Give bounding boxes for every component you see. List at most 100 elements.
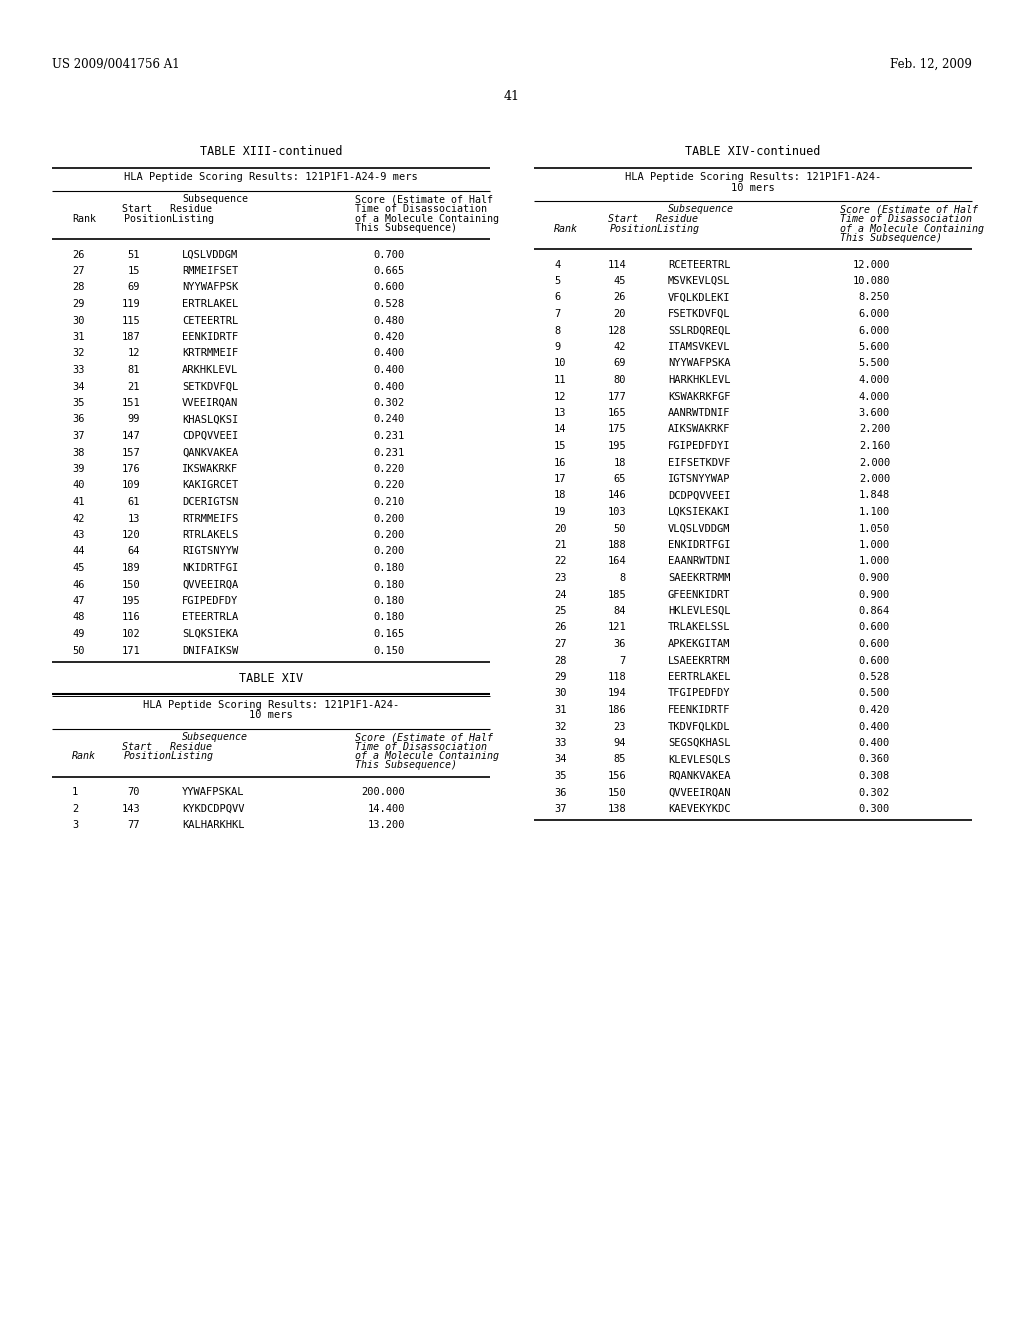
- Text: HLA Peptide Scoring Results: 121P1F1-A24-: HLA Peptide Scoring Results: 121P1F1-A24…: [625, 172, 881, 182]
- Text: 38: 38: [72, 447, 85, 458]
- Text: RMMEIFSET: RMMEIFSET: [182, 267, 239, 276]
- Text: 0.500: 0.500: [859, 689, 890, 698]
- Text: 6.000: 6.000: [859, 326, 890, 335]
- Text: DNIFAIKSW: DNIFAIKSW: [182, 645, 239, 656]
- Text: 47: 47: [72, 597, 85, 606]
- Text: 44: 44: [72, 546, 85, 557]
- Text: 0.180: 0.180: [374, 612, 406, 623]
- Text: Start   Residue: Start Residue: [122, 205, 212, 214]
- Text: 43: 43: [72, 531, 85, 540]
- Text: ETEERTRLA: ETEERTRLA: [182, 612, 239, 623]
- Text: Rank: Rank: [72, 751, 96, 762]
- Text: 164: 164: [607, 557, 626, 566]
- Text: 28: 28: [72, 282, 85, 293]
- Text: 27: 27: [554, 639, 566, 649]
- Text: 146: 146: [607, 491, 626, 500]
- Text: 200.000: 200.000: [361, 787, 406, 797]
- Text: 23: 23: [554, 573, 566, 583]
- Text: SAEEKRTRMM: SAEEKRTRMM: [668, 573, 730, 583]
- Text: 33: 33: [72, 366, 85, 375]
- Text: Time of Disassociation: Time of Disassociation: [840, 214, 972, 224]
- Text: RTRLAKELS: RTRLAKELS: [182, 531, 239, 540]
- Text: 15: 15: [554, 441, 566, 451]
- Text: VLQSLVDDGM: VLQSLVDDGM: [668, 524, 730, 533]
- Text: US 2009/0041756 A1: US 2009/0041756 A1: [52, 58, 179, 71]
- Text: SSLRDQREQL: SSLRDQREQL: [668, 326, 730, 335]
- Text: 0.400: 0.400: [859, 722, 890, 731]
- Text: RQANKVAKEA: RQANKVAKEA: [668, 771, 730, 781]
- Text: 34: 34: [554, 755, 566, 764]
- Text: 1.000: 1.000: [859, 557, 890, 566]
- Text: 6: 6: [554, 293, 560, 302]
- Text: 42: 42: [72, 513, 85, 524]
- Text: 7: 7: [554, 309, 560, 319]
- Text: 118: 118: [607, 672, 626, 682]
- Text: 0.200: 0.200: [374, 531, 406, 540]
- Text: 2.160: 2.160: [859, 441, 890, 451]
- Text: 116: 116: [121, 612, 140, 623]
- Text: 33: 33: [554, 738, 566, 748]
- Text: EENKIDRTF: EENKIDRTF: [182, 333, 239, 342]
- Text: 0.400: 0.400: [374, 348, 406, 359]
- Text: 14.400: 14.400: [368, 804, 406, 813]
- Text: 128: 128: [607, 326, 626, 335]
- Text: This Subsequence): This Subsequence): [355, 760, 457, 771]
- Text: 188: 188: [607, 540, 626, 550]
- Text: 30: 30: [554, 689, 566, 698]
- Text: 9: 9: [554, 342, 560, 352]
- Text: 0.231: 0.231: [374, 432, 406, 441]
- Text: IGTSNYYWAP: IGTSNYYWAP: [668, 474, 730, 484]
- Text: 84: 84: [613, 606, 626, 616]
- Text: KSWAKRKFGF: KSWAKRKFGF: [668, 392, 730, 401]
- Text: 10 mers: 10 mers: [249, 710, 293, 721]
- Text: PositionListing: PositionListing: [124, 214, 214, 223]
- Text: 25: 25: [554, 606, 566, 616]
- Text: NKIDRTFGI: NKIDRTFGI: [182, 564, 239, 573]
- Text: 99: 99: [128, 414, 140, 425]
- Text: SLQKSIEKA: SLQKSIEKA: [182, 630, 239, 639]
- Text: 151: 151: [121, 399, 140, 408]
- Text: 42: 42: [613, 342, 626, 352]
- Text: 102: 102: [121, 630, 140, 639]
- Text: 109: 109: [121, 480, 140, 491]
- Text: 48: 48: [72, 612, 85, 623]
- Text: TABLE XIII-continued: TABLE XIII-continued: [200, 145, 342, 158]
- Text: 14: 14: [554, 425, 566, 434]
- Text: QVVEEIRQAN: QVVEEIRQAN: [668, 788, 730, 797]
- Text: Subsequence: Subsequence: [668, 205, 734, 214]
- Text: 22: 22: [554, 557, 566, 566]
- Text: 5: 5: [554, 276, 560, 286]
- Text: 171: 171: [121, 645, 140, 656]
- Text: MSVKEVLQSL: MSVKEVLQSL: [668, 276, 730, 286]
- Text: 30: 30: [72, 315, 85, 326]
- Text: RTRMMEIFS: RTRMMEIFS: [182, 513, 239, 524]
- Text: 0.240: 0.240: [374, 414, 406, 425]
- Text: 77: 77: [128, 820, 140, 830]
- Text: 157: 157: [121, 447, 140, 458]
- Text: QANKVAKEA: QANKVAKEA: [182, 447, 239, 458]
- Text: 0.600: 0.600: [859, 623, 890, 632]
- Text: 6.000: 6.000: [859, 309, 890, 319]
- Text: 12.000: 12.000: [853, 260, 890, 269]
- Text: AANRWTDNIF: AANRWTDNIF: [668, 408, 730, 418]
- Text: 1.100: 1.100: [859, 507, 890, 517]
- Text: 40: 40: [72, 480, 85, 491]
- Text: 20: 20: [554, 524, 566, 533]
- Text: 49: 49: [72, 630, 85, 639]
- Text: 0.900: 0.900: [859, 573, 890, 583]
- Text: 2.000: 2.000: [859, 458, 890, 467]
- Text: 46: 46: [72, 579, 85, 590]
- Text: SEGSQKHASL: SEGSQKHASL: [668, 738, 730, 748]
- Text: Time of Disassociation: Time of Disassociation: [355, 205, 487, 214]
- Text: 11: 11: [554, 375, 566, 385]
- Text: 16: 16: [554, 458, 566, 467]
- Text: 195: 195: [607, 441, 626, 451]
- Text: 26: 26: [72, 249, 85, 260]
- Text: 0.665: 0.665: [374, 267, 406, 276]
- Text: ENKIDRTFGI: ENKIDRTFGI: [668, 540, 730, 550]
- Text: 115: 115: [121, 315, 140, 326]
- Text: 85: 85: [613, 755, 626, 764]
- Text: 29: 29: [554, 672, 566, 682]
- Text: 1.848: 1.848: [859, 491, 890, 500]
- Text: 2.200: 2.200: [859, 425, 890, 434]
